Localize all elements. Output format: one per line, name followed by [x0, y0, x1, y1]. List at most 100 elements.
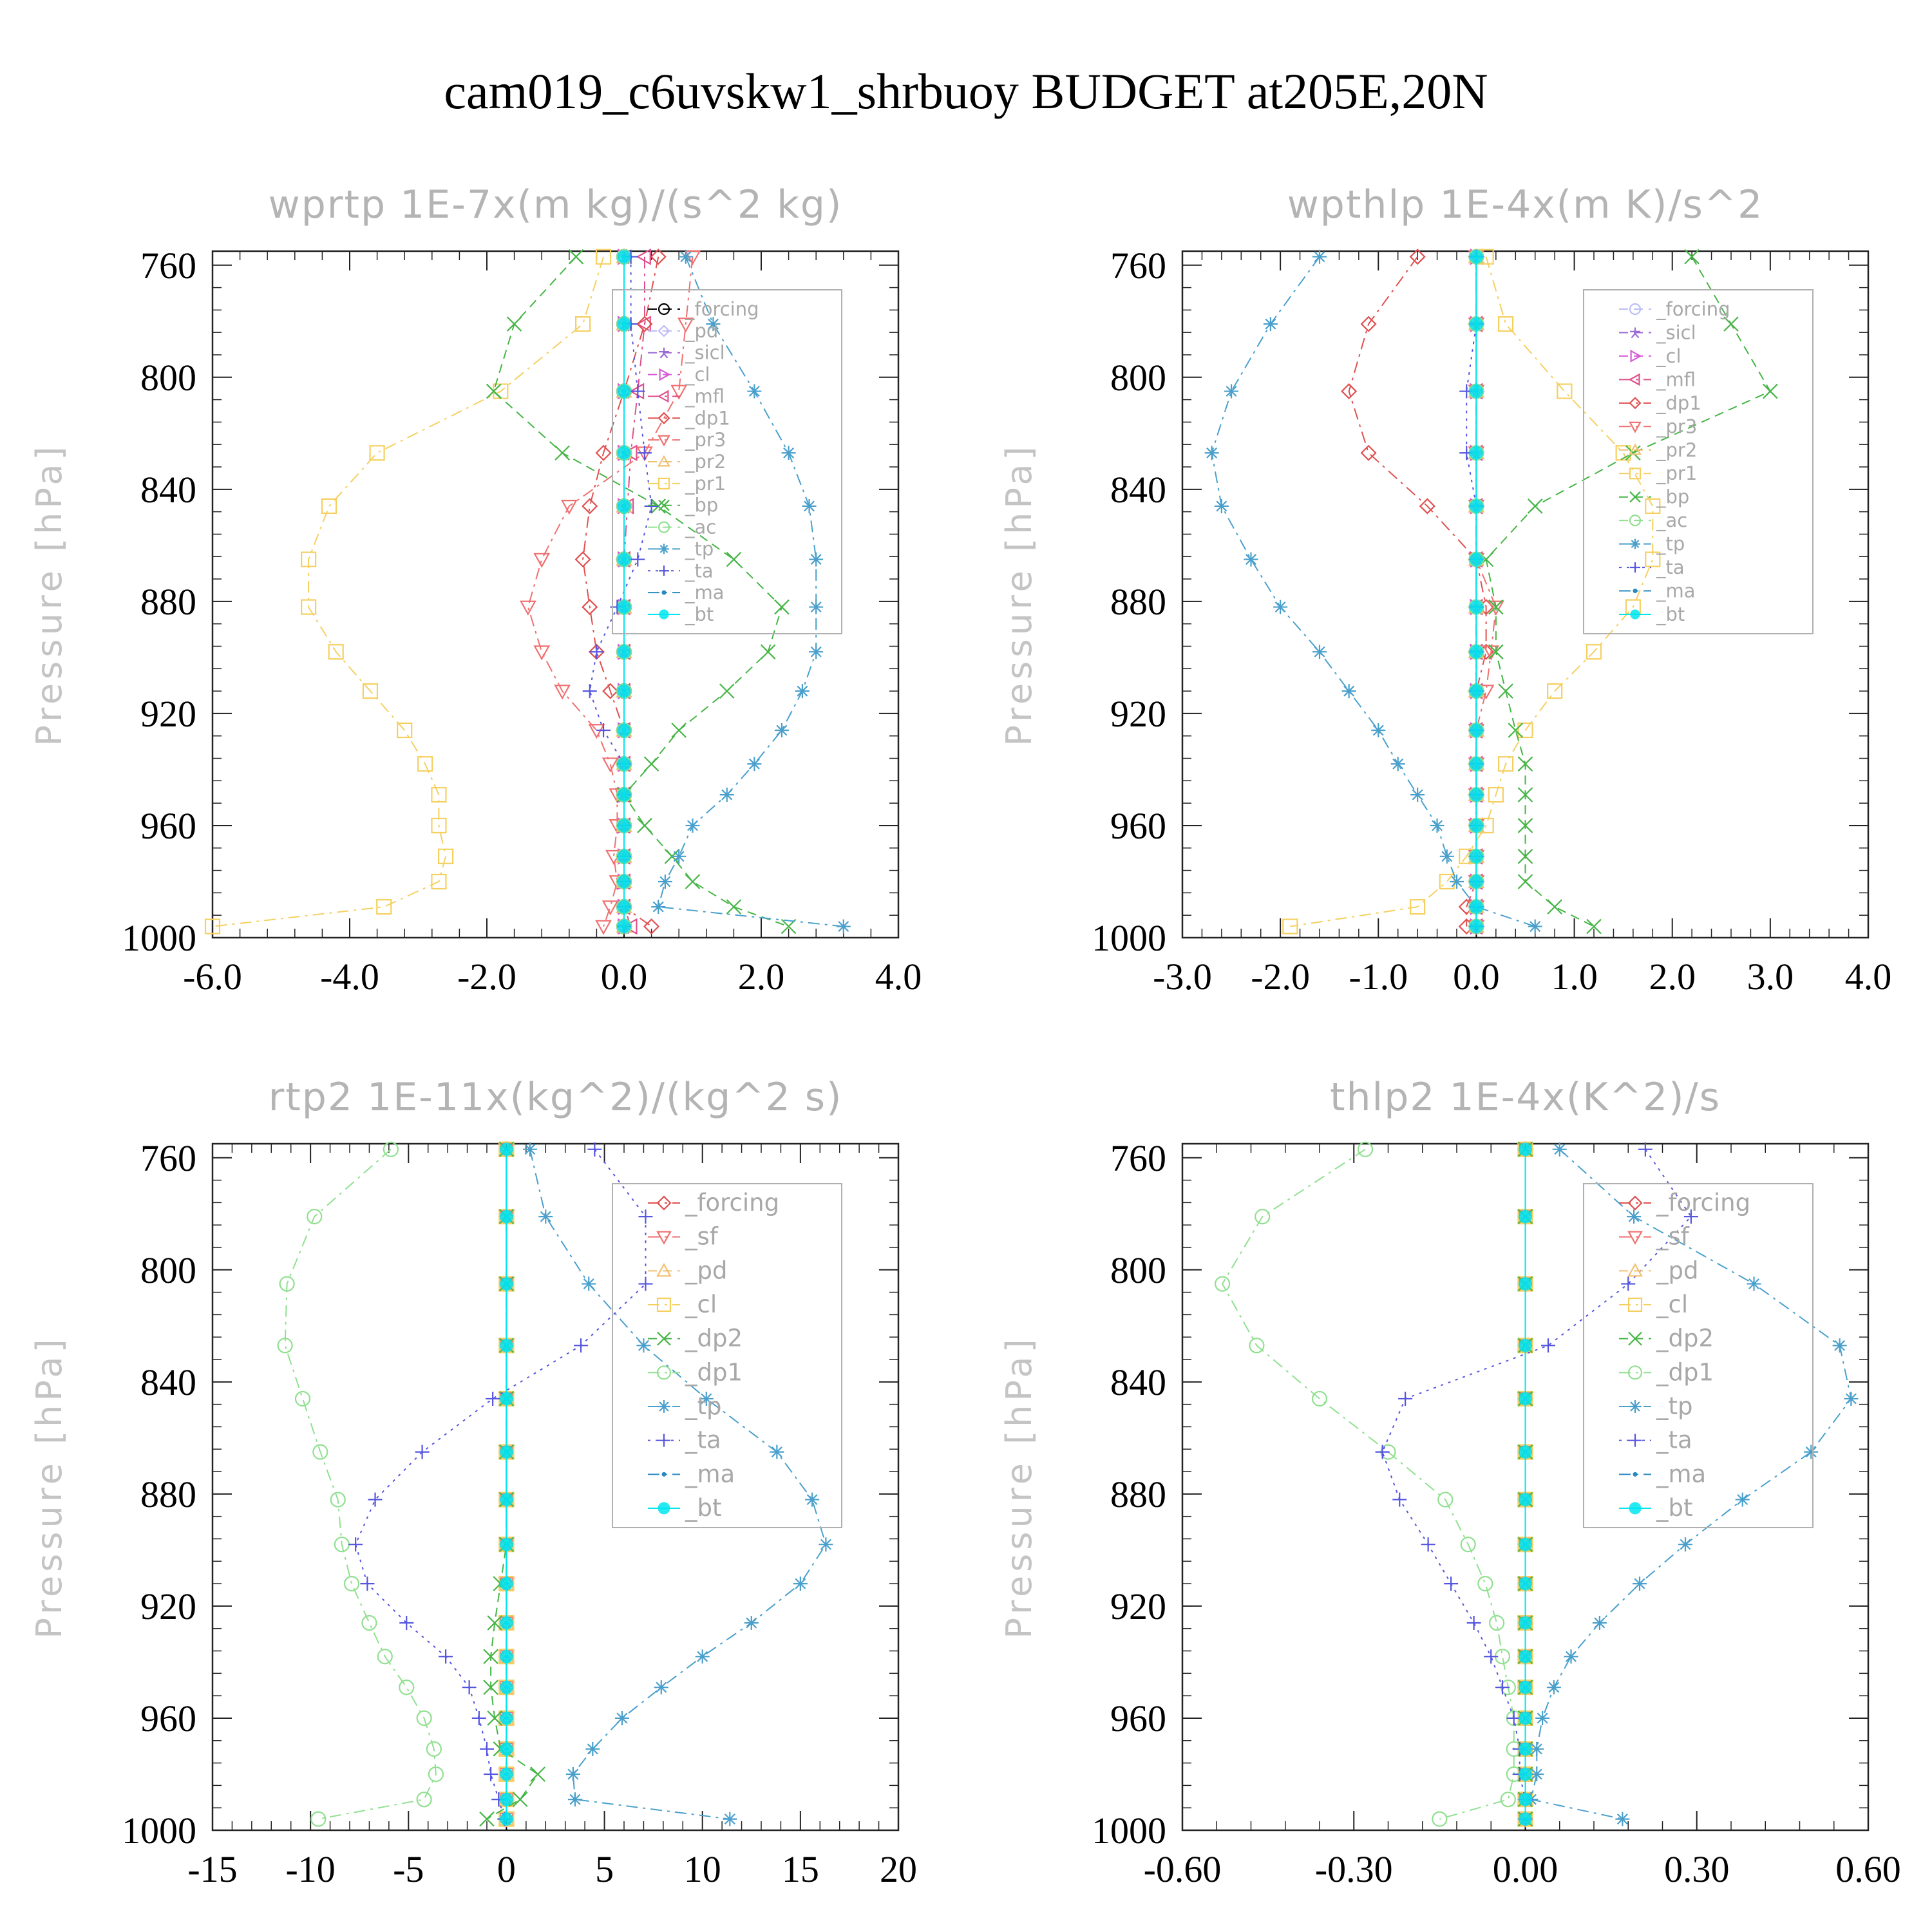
- legend-marker: [1629, 303, 1642, 316]
- plot-frame: [1181, 250, 1870, 939]
- data-point: [1528, 919, 1542, 934]
- data-point: [499, 1338, 513, 1352]
- data-point: [471, 1710, 486, 1725]
- legend-label: _bt: [1656, 1494, 1693, 1522]
- series-dp1: [1215, 1141, 1522, 1827]
- data-point: [399, 1616, 414, 1631]
- y-tick-label: 880: [140, 1473, 196, 1515]
- data-point: [1586, 644, 1602, 660]
- data-point: [1488, 786, 1504, 803]
- legend: _forcing _sf _pd _cl _dp2 _dp1 _tp _ta _ma _bt: [612, 1183, 842, 1528]
- legend-marker: [1630, 538, 1640, 549]
- data-point: [617, 499, 631, 513]
- data-point: [1547, 899, 1562, 914]
- legend-marker: [657, 1331, 671, 1346]
- legend-label: _bt: [685, 1494, 722, 1522]
- legend-label: _tp: [685, 1392, 722, 1420]
- y-tick-label: 920: [140, 1586, 196, 1627]
- data-point: [1488, 644, 1504, 659]
- x-tick-label: -4.0: [320, 956, 379, 998]
- data-point: [1678, 1537, 1692, 1552]
- data-point: [204, 918, 221, 934]
- data-point: [383, 1141, 399, 1157]
- data-point: [744, 1616, 759, 1631]
- legend: _forcing_sicl_cl_mfl_dp1_pr3_pr2_pr1_bp_…: [1583, 289, 1814, 634]
- data-point: [819, 1537, 833, 1552]
- data-point: [795, 684, 810, 699]
- data-point: [1360, 316, 1377, 332]
- series-pr1: [1282, 249, 1661, 934]
- legend-marker: [1629, 491, 1641, 503]
- data-point: [426, 1741, 442, 1757]
- data-point: [512, 1792, 528, 1807]
- data-point: [439, 1649, 453, 1664]
- legend-marker: [658, 412, 670, 424]
- legend-label: _pr3: [685, 429, 726, 451]
- data-point: [1519, 1142, 1532, 1157]
- data-point: [1375, 1444, 1390, 1459]
- x-tick-label: -15: [187, 1848, 237, 1890]
- data-point: [301, 551, 317, 567]
- panel-title: rtp2 1E-11x(kg^2)/(kg^2 s): [269, 1075, 843, 1120]
- y-axis-label: Pressure [hPa]: [29, 442, 70, 746]
- legend-marker: [658, 477, 670, 489]
- data-point: [462, 1680, 477, 1695]
- legend-label: _sf: [1656, 1223, 1690, 1251]
- y-tick-label: 760: [1110, 1137, 1166, 1179]
- data-point: [1497, 316, 1514, 332]
- data-point: [499, 1392, 513, 1406]
- data-point: [483, 1680, 498, 1695]
- data-point: [1547, 683, 1563, 699]
- data-point: [1519, 1616, 1532, 1630]
- data-point: [1311, 1390, 1328, 1407]
- x-tick-label: 5: [595, 1848, 614, 1890]
- data-point: [1517, 756, 1533, 772]
- y-axis-label: Pressure [hPa]: [999, 1335, 1039, 1638]
- legend-label: _pr1: [685, 473, 726, 495]
- data-point: [1535, 1710, 1550, 1725]
- chart-panel-4: thlp2 1E-4x(K^2)/s Pressure [hPa] 760 800 84…: [999, 1075, 1901, 1890]
- data-point: [1460, 1537, 1476, 1553]
- data-point: [1469, 384, 1483, 399]
- data-point: [617, 684, 631, 698]
- data-point: [1633, 1577, 1647, 1591]
- legend-marker: [659, 609, 669, 620]
- x-tick-label: 20: [880, 1848, 917, 1890]
- data-point: [651, 900, 666, 914]
- x-tick-label: 15: [782, 1848, 819, 1890]
- legend-marker: [1629, 515, 1642, 527]
- data-point: [499, 1577, 513, 1591]
- data-point: [617, 757, 631, 771]
- data-point: [1735, 1492, 1750, 1507]
- data-point: [601, 900, 619, 916]
- x-tick-label: 2.0: [738, 956, 785, 998]
- series-bp: [486, 249, 797, 934]
- legend-label: _ac: [1656, 509, 1687, 531]
- data-point: [328, 644, 344, 660]
- data-point: [1450, 874, 1464, 889]
- data-point: [484, 1766, 498, 1781]
- legend-label: _ma: [685, 582, 724, 603]
- x-tick-label: 4.0: [1845, 956, 1892, 998]
- legend-marker: [1630, 350, 1642, 363]
- data-point: [1312, 645, 1327, 659]
- data-point: [596, 723, 611, 738]
- y-tick-label: 840: [140, 469, 196, 511]
- y-tick-label: 920: [1110, 1586, 1166, 1627]
- data-point: [416, 1792, 432, 1808]
- legend-marker: [1629, 397, 1642, 410]
- legend-label: _pr3: [1656, 415, 1697, 437]
- x-tick-label: -0.60: [1144, 1848, 1222, 1890]
- data-point: [809, 600, 824, 614]
- data-point: [1519, 1680, 1532, 1694]
- data-point: [1804, 1444, 1819, 1459]
- data-point: [595, 444, 612, 461]
- legend-label: _dp1: [1656, 1358, 1714, 1386]
- x-tick-label: -2.0: [1251, 956, 1310, 998]
- data-point: [533, 553, 551, 568]
- data-point: [617, 788, 631, 802]
- data-point: [1469, 446, 1483, 460]
- data-point: [1747, 1276, 1761, 1291]
- data-point: [499, 1277, 513, 1291]
- legend-label: _sf: [685, 1223, 719, 1251]
